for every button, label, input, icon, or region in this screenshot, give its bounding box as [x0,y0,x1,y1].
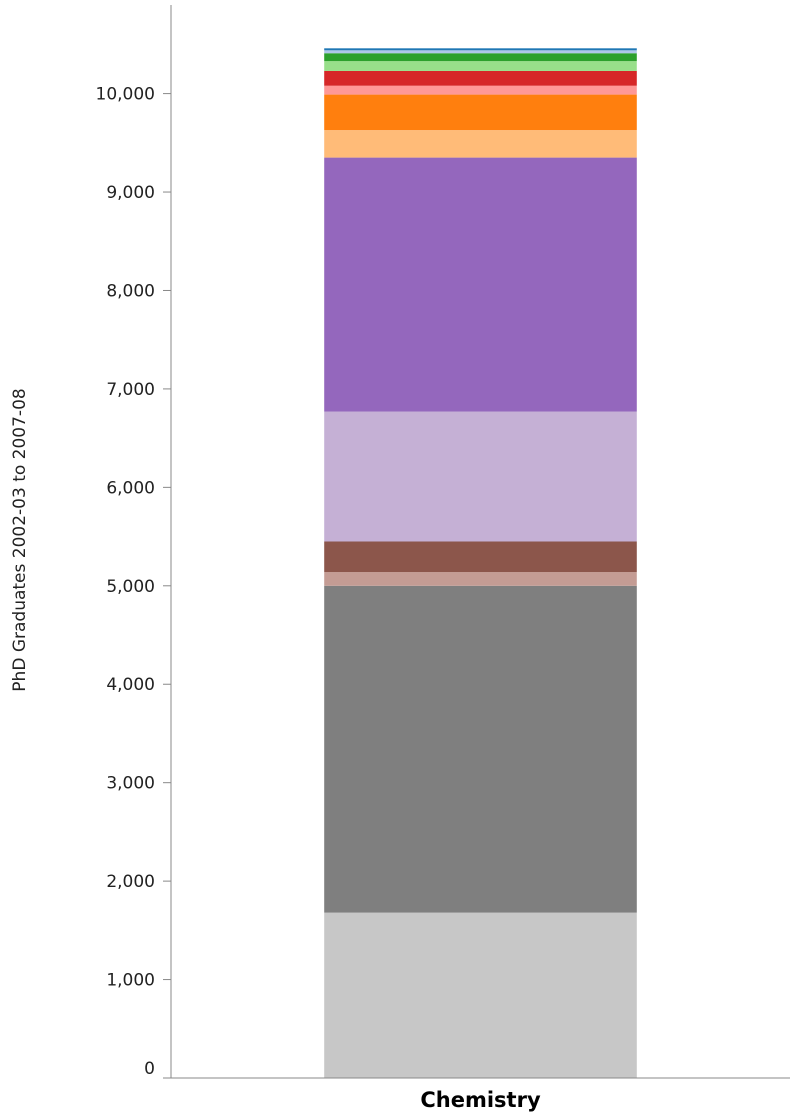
y-tick-label: 1,000 [106,971,155,991]
y-tick-label: 0 [144,1059,155,1079]
y-tick-label: 8,000 [106,281,155,301]
bar-segment[interactable] [324,48,637,51]
x-category-label: Chemistry [420,1088,541,1112]
bar-segment[interactable] [324,53,637,62]
bar-segment[interactable] [324,411,637,542]
bar-segment[interactable] [324,61,637,71]
y-axis-ticks: 0 1,000 2,000 3,000 4,000 5,000 6,000 7,000 8,00… [96,85,171,1079]
y-tick-label: 9,000 [106,183,155,203]
bar-segment[interactable] [324,157,637,412]
bar-segment[interactable] [324,585,637,913]
y-tick-label: 3,000 [106,774,155,794]
y-tick-label: 6,000 [106,478,155,498]
bar-segment[interactable] [324,572,637,586]
bar-segment[interactable] [324,94,637,131]
bar-stack [324,48,637,1078]
y-tick-label: 2,000 [106,872,155,892]
bar-segment[interactable] [324,912,637,1078]
y-axis-title: PhD Graduates 2002-03 to 2007-08 [10,388,30,691]
bar-segment[interactable] [324,70,637,86]
bar-segment[interactable] [324,50,637,54]
bar-segment[interactable] [324,541,637,573]
x-axis-labels: Chemistry [420,1088,541,1112]
bar-segment[interactable] [324,85,637,95]
bar-segment[interactable] [324,130,637,158]
y-tick-label: 10,000 [96,85,155,105]
y-tick-label: 7,000 [106,380,155,400]
y-tick-label: 5,000 [106,577,155,597]
y-tick-label: 4,000 [106,675,155,695]
